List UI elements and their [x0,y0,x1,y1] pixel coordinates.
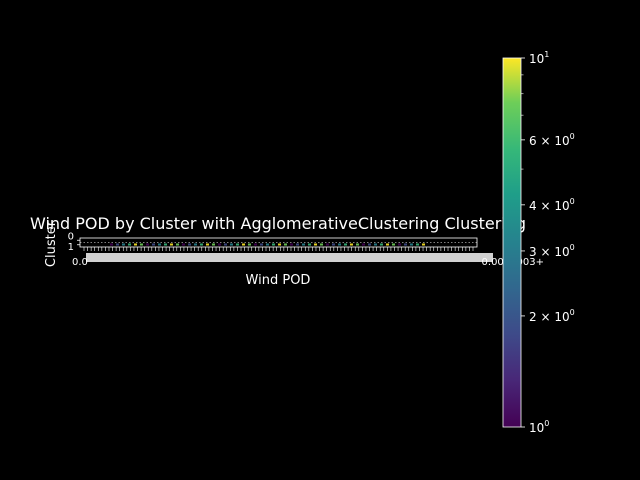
colorbar-tick-label: 101 [529,50,549,66]
heatmap-cell [266,243,269,246]
x-axis-label: Wind POD [246,273,311,288]
heatmap-cell [308,243,311,246]
y-tick-label-1: 1 [68,242,74,253]
heatmap-cell [278,243,281,246]
heatmap-cell [206,243,209,246]
heatmap-cell [116,243,119,246]
heatmap-area: 01 [68,231,493,262]
heatmap-cell [170,243,173,246]
heatmap-cell [110,243,113,246]
heatmap-cell [146,243,149,246]
heatmap-cell [134,243,137,246]
heatmap-cell [152,243,155,246]
heatmap-cell [200,243,203,246]
heatmap-cell [362,243,365,246]
heatmap-cell [164,243,167,246]
heatmap-cell [374,243,377,246]
heatmap-cell [356,243,359,246]
heatmap-cell [248,243,251,246]
heatmap-cell [224,243,227,246]
colorbar-tick-label: 6 × 100 [529,132,575,148]
heatmap-cell [254,243,257,246]
heatmap-cell [320,243,323,246]
heatmap-cell [212,243,215,246]
heatmap-cell [326,243,329,246]
heatmap-cell [302,243,305,246]
colorbar-ticks: 100 2 × 100 3 × 100 4 × 100 6 × 100 101 [521,50,575,435]
x-tick-label-first: 0.0 [72,257,88,268]
colorbar-tick-label: 100 [529,419,549,435]
heatmap-cell [188,243,191,246]
colorbar-tick-label: 4 × 100 [529,197,575,213]
colorbar-tick-label: 2 × 100 [529,308,575,324]
heatmap-cell [296,243,299,246]
heatmap-cell [380,243,383,246]
x-tick-label-band [86,253,493,262]
y-tick-label-0: 0 [68,231,74,242]
heatmap-cell [398,243,401,246]
heatmap-cell [392,243,395,246]
heatmap-cell [272,243,275,246]
heatmap-cell [158,243,161,246]
y-axis-label: Cluster [44,220,59,267]
heatmap-cell [182,243,185,246]
heatmap-cell [290,243,293,246]
heatmap-cell [260,243,263,246]
heatmap-cell [332,243,335,246]
heatmap-cell [176,243,179,246]
heatmap-cell [242,243,245,246]
heatmap-cell [128,243,131,246]
heatmap-cell [386,243,389,246]
heatmap-cell [368,243,371,246]
heatmap-cell [344,243,347,246]
heatmap-cell [284,243,287,246]
heatmap-cell [338,243,341,246]
heatmap-cell [422,243,425,246]
heatmap-cell [416,243,419,246]
heatmap-cell [218,243,221,246]
heatmap-cell [350,243,353,246]
heatmap-cell [194,243,197,246]
heatmap-cell [314,243,317,246]
heatmap-cell [410,243,413,246]
heatmap-cell [140,243,143,246]
colorbar [502,57,522,428]
heatmap-cell [122,243,125,246]
heatmap-cell [236,243,239,246]
heatmap-cell [404,243,407,246]
colorbar-tick-label: 3 × 100 [529,243,575,259]
chart-title: Wind POD by Cluster with AgglomerativeCl… [30,214,526,233]
heatmap-cell [230,243,233,246]
